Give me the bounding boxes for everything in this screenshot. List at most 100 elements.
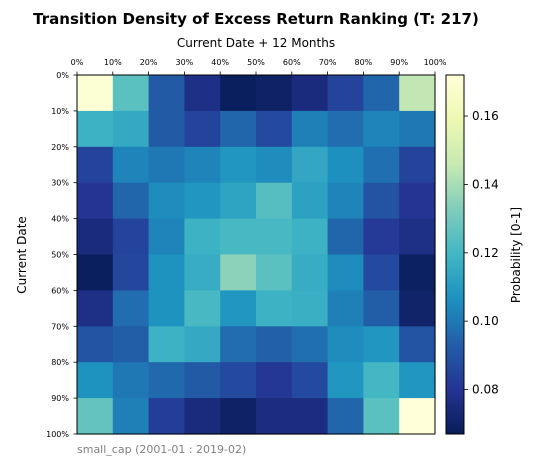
heatmap-cell-r9-c7 <box>327 398 364 435</box>
y-tick-label: 100% <box>46 430 69 439</box>
heatmap-cell-r5-c8 <box>363 254 400 291</box>
y-tick-label: 50% <box>51 251 69 260</box>
heatmap-cell-r1-c0 <box>77 110 114 148</box>
heatmap-cell-r4-c3 <box>184 218 221 256</box>
y-tick-label: 30% <box>51 179 69 188</box>
heatmap-cell-r7-c5 <box>256 326 293 363</box>
y-ticks: 0% 10% 20% 30% 40% 50% 60% 70% 80% 90% 100% <box>46 71 77 439</box>
y-tick-label: 10% <box>51 107 69 116</box>
heatmap-cell-r3-c2 <box>148 182 185 220</box>
heatmap-cell-r7-c0 <box>77 326 114 363</box>
heatmap-cell-r4-c1 <box>112 218 150 256</box>
x-tick-label: 90% <box>390 58 408 67</box>
y-tick-label: 80% <box>51 358 69 367</box>
heatmap-cell-r5-c3 <box>184 254 221 291</box>
heatmap-cell-r9-c3 <box>184 398 221 435</box>
heatmap-cell-r1-c7 <box>327 110 364 148</box>
heatmap-cell-r0-c0 <box>77 75 114 112</box>
heatmap-cell-r7-c8 <box>363 326 400 363</box>
heatmap-cell-r2-c9 <box>399 146 436 184</box>
heatmap-cell-r7-c2 <box>148 326 185 363</box>
colorbar-tick-label: 0.08 <box>472 383 499 397</box>
heatmap-cell-r3-c1 <box>112 182 150 220</box>
heatmap-cell-r6-c4 <box>220 290 257 327</box>
heatmap-cell-r4-c5 <box>256 218 293 256</box>
heatmap-cell-r3-c6 <box>291 182 329 220</box>
x-axis-label: Current Date + 12 Months <box>177 36 335 50</box>
footer-note: small_cap (2001-01 : 2019-02) <box>77 443 246 456</box>
heatmap-cell-r3-c7 <box>327 182 364 220</box>
heatmap-cell-r8-c5 <box>256 362 293 399</box>
heatmap-cell-r0-c2 <box>148 75 185 112</box>
heatmap-cell-r6-c9 <box>399 290 436 327</box>
heatmap-cell-r9-c1 <box>112 398 150 435</box>
heatmap-cell-r8-c9 <box>399 362 436 399</box>
heatmap-cell-r8-c6 <box>291 362 329 399</box>
heatmap-cell-r7-c1 <box>112 326 150 363</box>
heatmap-cell-r0-c7 <box>327 75 364 112</box>
x-ticks: 0% 10% 20% 30% 40% 50% 60% 70% 80% 90% 100% <box>71 58 447 75</box>
heatmap-cell-r3-c8 <box>363 182 400 220</box>
heatmap-cell-r4-c7 <box>327 218 364 256</box>
heatmap-cell-r9-c2 <box>148 398 185 435</box>
x-tick-label: 50% <box>247 58 265 67</box>
heatmap-cell-r9-c6 <box>291 398 329 435</box>
colorbar-ticks: 0.08 0.10 0.12 0.14 0.16 <box>464 109 499 397</box>
heatmap-cell-r4-c2 <box>148 218 185 256</box>
heatmap-cell-r8-c1 <box>112 362 150 399</box>
heatmap-cell-r7-c7 <box>327 326 364 363</box>
heatmap-cell-r9-c5 <box>256 398 293 435</box>
heatmap-cell-r1-c5 <box>256 110 293 148</box>
heatmap-cell-r1-c3 <box>184 110 221 148</box>
heatmap-cell-r1-c8 <box>363 110 400 148</box>
heatmap-cell-r8-c4 <box>220 362 257 399</box>
colorbar-label: Probability [0-1] <box>509 207 523 303</box>
heatmap-cell-r5-c9 <box>399 254 436 291</box>
heatmap-cell-r1-c2 <box>148 110 185 148</box>
heatmap-cell-r4-c4 <box>220 218 257 256</box>
heatmap-cell-r9-c0 <box>77 398 114 435</box>
heatmap-cell-r2-c8 <box>363 146 400 184</box>
heatmap-cell-r6-c0 <box>77 290 114 327</box>
colorbar-tick-label: 0.14 <box>472 177 499 191</box>
heatmap-cell-r0-c1 <box>112 75 150 112</box>
heatmap-cell-r5-c6 <box>291 254 329 291</box>
heatmap-cell-r6-c2 <box>148 290 185 327</box>
heatmap-cell-r4-c6 <box>291 218 329 256</box>
heatmap-cells <box>77 75 436 435</box>
heatmap-cell-r5-c0 <box>77 254 114 291</box>
heatmap-cell-r3-c0 <box>77 182 114 220</box>
heatmap-cell-r5-c7 <box>327 254 364 291</box>
heatmap-cell-r0-c3 <box>184 75 221 112</box>
colorbar-tick-label: 0.16 <box>472 109 499 123</box>
heatmap-cell-r1-c6 <box>291 110 329 148</box>
x-tick-label: 10% <box>104 58 122 67</box>
heatmap-cell-r2-c3 <box>184 146 221 184</box>
heatmap-cell-r0-c6 <box>291 75 329 112</box>
x-tick-label: 100% <box>424 58 447 67</box>
heatmap-cell-r9-c4 <box>220 398 257 435</box>
x-tick-label: 60% <box>283 58 301 67</box>
heatmap-cell-r7-c9 <box>399 326 436 363</box>
heatmap-cell-r8-c8 <box>363 362 400 399</box>
heatmap-cell-r8-c2 <box>148 362 185 399</box>
heatmap-cell-r6-c5 <box>256 290 293 327</box>
x-tick-label: 80% <box>355 58 373 67</box>
heatmap-cell-r2-c7 <box>327 146 364 184</box>
colorbar <box>445 74 465 435</box>
heatmap-cell-r0-c5 <box>256 75 293 112</box>
heatmap-cell-r4-c0 <box>77 218 114 256</box>
heatmap-cell-r3-c5 <box>256 182 293 220</box>
heatmap-cell-r3-c9 <box>399 182 436 220</box>
heatmap-cell-r5-c4 <box>220 254 257 291</box>
heatmap-cell-r6-c1 <box>112 290 150 327</box>
heatmap-cell-r5-c1 <box>112 254 150 291</box>
heatmap-cell-r1-c1 <box>112 110 150 148</box>
heatmap-cell-r1-c9 <box>399 110 436 148</box>
x-tick-label: 30% <box>176 58 194 67</box>
y-tick-label: 40% <box>51 215 69 224</box>
heatmap-cell-r8-c0 <box>77 362 114 399</box>
heatmap-cell-r0-c9 <box>399 75 436 112</box>
chart-title: Transition Density of Excess Return Rank… <box>33 10 479 28</box>
